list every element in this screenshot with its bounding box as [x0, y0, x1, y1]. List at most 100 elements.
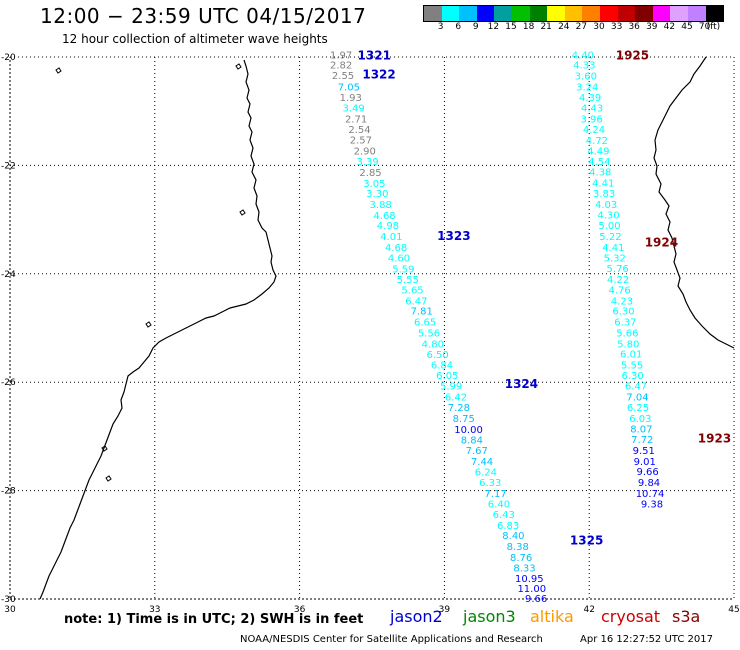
legend-label: 3	[437, 22, 444, 32]
lon-tick-label: 45	[728, 605, 739, 615]
wave-height-value: 11.00	[517, 584, 546, 595]
island	[101, 445, 108, 452]
wave-height-value: 6.50	[427, 350, 449, 361]
lon-tick-label: 33	[149, 605, 160, 615]
wave-height-value: 8.38	[507, 542, 529, 553]
wave-height-value: 4.60	[388, 254, 410, 265]
wave-height-value: 3.49	[343, 103, 365, 114]
legend-label: 39	[646, 22, 658, 32]
legend-label: 6	[455, 22, 462, 32]
wave-height-value: 6.65	[414, 318, 436, 329]
lat-tick-label: -24	[1, 270, 16, 280]
legend-label: 45	[681, 22, 693, 32]
pass-number: 1923	[698, 432, 731, 446]
island	[235, 63, 242, 70]
lon-tick-label: 39	[439, 605, 451, 615]
wave-height-value: 4.41	[592, 178, 614, 189]
color-scale-legend	[423, 5, 725, 22]
legend-label: 18	[522, 22, 535, 32]
wave-height-value: 6.03	[629, 414, 651, 425]
footer-note: note: 1) Time is in UTC; 2) SWH is in fe…	[64, 612, 364, 627]
pass-number: 1325	[570, 533, 603, 547]
wave-height-value: 3.05	[363, 179, 385, 190]
pass-number: 1924	[645, 235, 678, 249]
wave-height-value: 4.68	[373, 211, 395, 222]
legend-swatch	[494, 6, 512, 21]
axis-tick-labels: 30 33 36 39 42 45 -20 -22 -24 -26 -28 -30	[1, 53, 740, 615]
legend-swatch	[617, 6, 636, 21]
legend-swatch	[564, 6, 583, 21]
wave-height-value: 2.71	[345, 114, 367, 125]
legend-swatch	[582, 6, 600, 21]
legend-altika: altika	[530, 607, 574, 626]
wave-height-value: 6.24	[475, 468, 497, 479]
wave-height-value: 3.88	[370, 200, 392, 211]
lat-tick-label: -20	[1, 53, 16, 63]
legend-label: 42	[663, 22, 676, 32]
wave-height-value: 4.98	[377, 221, 399, 232]
lat-tick-label: -30	[1, 595, 16, 605]
wave-height-value: 4.38	[589, 167, 611, 178]
legend-label: 24	[558, 22, 570, 32]
legend-label: 9	[472, 22, 479, 32]
wave-height-value: 8.40	[502, 531, 524, 542]
wave-height-value: 7.17	[484, 489, 506, 500]
wave-height-value: 5.80	[617, 339, 639, 350]
legend-label: (ft)	[706, 22, 721, 32]
wave-height-value: 4.72	[586, 136, 608, 147]
legend-s3a: s3a	[672, 607, 701, 626]
legend-swatch	[529, 6, 548, 21]
wave-height-value: 6.43	[493, 510, 515, 521]
wave-height-value: 7.72	[631, 435, 653, 446]
legend-swatch	[424, 6, 442, 21]
wave-height-value: 9.01	[634, 457, 656, 468]
wave-height-value: 4.30	[597, 210, 619, 221]
coastline	[39, 56, 735, 600]
lat-tick-label: -22	[1, 161, 16, 171]
legend-jason2: jason2	[390, 607, 443, 626]
wave-height-value: 7.81	[411, 307, 433, 318]
madagascar-coastline	[653, 56, 735, 349]
wave-height-value: 4.41	[602, 243, 624, 254]
pass-number: 1321	[358, 48, 391, 62]
lat-tick-label: -26	[1, 378, 16, 388]
wave-height-value: 4.49	[587, 146, 609, 157]
wave-height-value: 9.66	[636, 467, 658, 478]
wave-height-value: 6.42	[445, 392, 467, 403]
color-scale-labels: 3 6 9 12 15 18 21 24 27 30 33 36 39 42 45 70 (ft)	[423, 22, 733, 34]
legend-cryosat: cryosat	[601, 607, 661, 626]
pass-number: 1323	[437, 229, 470, 243]
wave-height-value: 5.00	[598, 221, 620, 232]
wave-height-value: 4.33	[573, 61, 595, 72]
wave-height-value: 4.76	[608, 286, 630, 297]
wave-height-value: 2.90	[354, 146, 376, 157]
wave-height-value: 10.00	[454, 425, 483, 436]
wave-height-value: 8.07	[630, 424, 652, 435]
wave-height-value: 3.83	[593, 189, 615, 200]
wave-height-value: 4.54	[588, 157, 610, 168]
wave-height-value: 2.57	[350, 135, 372, 146]
wave-height-value: 7.67	[466, 446, 488, 457]
wave-height-value: 3.24	[576, 82, 598, 93]
mozambique-coastline	[39, 59, 277, 600]
wave-height-value: 3.96	[580, 114, 602, 125]
wave-height-value: 4.22	[607, 275, 629, 286]
pass-number: 1322	[362, 67, 395, 81]
wave-height-value: 8.84	[461, 436, 483, 447]
wave-height-value: 8.75	[453, 414, 475, 425]
legend-swatch	[705, 6, 724, 21]
wave-height-value: 4.68	[385, 243, 407, 254]
wave-height-value: 8.76	[510, 553, 532, 564]
island	[145, 321, 152, 328]
wave-height-value: 4.39	[579, 93, 601, 104]
legend-label: 27	[575, 22, 588, 32]
lon-tick-label: 30	[4, 605, 16, 615]
legend-swatch	[459, 6, 477, 21]
map-border	[9, 56, 735, 600]
wave-height-value: 4.23	[611, 296, 633, 307]
legend-swatch	[599, 6, 618, 21]
wave-height-value: 4.24	[583, 125, 605, 136]
wave-height-value: 10.95	[515, 574, 544, 585]
wave-height-value: 10.74	[636, 489, 665, 500]
legend-label: 70	[698, 22, 711, 32]
